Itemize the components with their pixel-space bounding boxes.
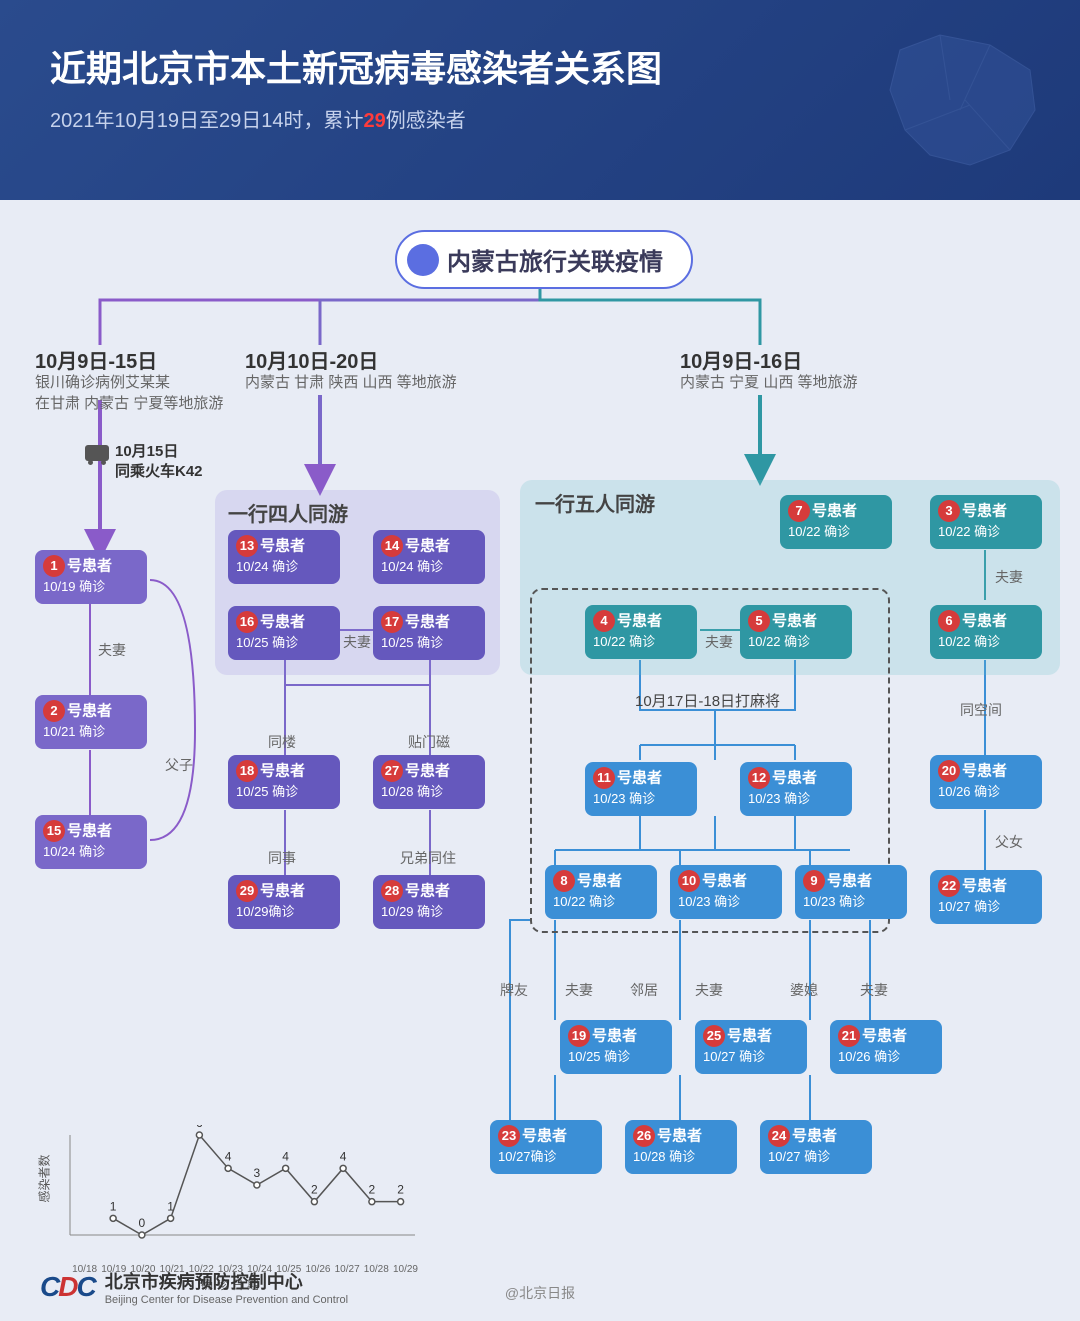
svg-text:6: 6	[196, 1125, 203, 1130]
svg-text:2: 2	[369, 1183, 376, 1197]
svg-text:2: 2	[397, 1183, 404, 1197]
rel-neighbor: 邻居	[630, 980, 658, 1000]
patient-1: 1号患者 10/19 确诊	[35, 550, 147, 604]
patient-6: 6号患者 10/22 确诊	[930, 605, 1042, 659]
rel-couple-10-25: 夫妻	[695, 980, 723, 1000]
patient-4: 4号患者 10/22 确诊	[585, 605, 697, 659]
patient-16: 16号患者 10/25 确诊	[228, 606, 340, 660]
rel-same-building: 同楼	[268, 732, 296, 752]
patient-26: 26号患者 10/28 确诊	[625, 1120, 737, 1174]
mahjong-event: 10月17日-18日打麻将	[635, 690, 780, 711]
rel-couple-9-21: 夫妻	[860, 980, 888, 1000]
beijing-map-icon	[860, 20, 1060, 180]
svg-text:1: 1	[167, 1199, 174, 1213]
train-note: 同乘火车K42	[115, 460, 203, 481]
train-icon	[85, 445, 109, 461]
branch1-sub: 银川确诊病例艾某某 在甘肃 内蒙古 宁夏等地旅游	[35, 372, 223, 414]
chart-ylabel: 感染者数	[36, 1154, 53, 1202]
rel-father-daughter: 父女	[995, 832, 1023, 852]
patient-22: 22号患者 10/27 确诊	[930, 870, 1042, 924]
patient-8: 8号患者 10/22 确诊	[545, 865, 657, 919]
svg-text:4: 4	[282, 1149, 289, 1163]
svg-text:3: 3	[254, 1166, 261, 1180]
rel-door-magnet: 贴门磁	[408, 732, 450, 752]
patient-7: 7号患者 10/22 确诊	[780, 495, 892, 549]
daily-cases-chart: 感染者数 10164342422 10/1810/1910/2010/2110/…	[40, 1125, 420, 1275]
rel-couple-8-19: 夫妻	[565, 980, 593, 1000]
patient-20: 20号患者 10/26 确诊	[930, 755, 1042, 809]
patient-23: 23号患者 10/27确诊	[490, 1120, 602, 1174]
branch3-sub: 内蒙古 宁夏 山西 等地旅游	[680, 372, 858, 393]
patient-9: 9号患者 10/23 确诊	[795, 865, 907, 919]
patient-15: 15号患者 10/24 确诊	[35, 815, 147, 869]
rel-card-friend: 牌友	[500, 980, 528, 1000]
svg-text:4: 4	[340, 1149, 347, 1163]
rel-couple-16-17: 夫妻	[343, 632, 371, 652]
patient-11: 11号患者 10/23 确诊	[585, 762, 697, 816]
watermark: @北京日报	[505, 1283, 575, 1303]
chart-svg: 1 0 1 6 4 3 4 2 4 2 2	[40, 1125, 420, 1255]
footer: CDC 北京市疾病预防控制中心 Beijing Center for Disea…	[40, 1268, 348, 1306]
svg-text:0: 0	[139, 1216, 146, 1230]
origin-cluster: 内蒙古旅行关联疫情	[395, 230, 693, 289]
svg-text:4: 4	[225, 1149, 232, 1163]
svg-text:2: 2	[311, 1183, 318, 1197]
patient-5: 5号患者 10/22 确诊	[740, 605, 852, 659]
patient-24: 24号患者 10/27 确诊	[760, 1120, 872, 1174]
group-four-label: 一行四人同游	[228, 498, 348, 527]
patient-17: 17号患者 10/25 确诊	[373, 606, 485, 660]
patient-25: 25号患者 10/27 确诊	[695, 1020, 807, 1074]
rel-couple-1-2: 夫妻	[98, 640, 126, 660]
org-name-en: Beijing Center for Disease Prevention an…	[105, 1294, 348, 1306]
rel-father-son: 父子	[165, 755, 193, 775]
patient-19: 19号患者 10/25 确诊	[560, 1020, 672, 1074]
patient-13: 13号患者 10/24 确诊	[228, 530, 340, 584]
rel-couple-4-5: 夫妻	[705, 632, 733, 652]
svg-text:1: 1	[110, 1199, 117, 1213]
patient-27: 27号患者 10/28 确诊	[373, 755, 485, 809]
patient-29: 29号患者 10/29确诊	[228, 875, 340, 929]
rel-brothers-live: 兄弟同住	[400, 848, 456, 868]
rel-same-space: 同空间	[960, 700, 1002, 720]
patient-12: 12号患者 10/23 确诊	[740, 762, 852, 816]
patient-10: 10号患者 10/23 确诊	[670, 865, 782, 919]
patient-28: 28号患者 10/29 确诊	[373, 875, 485, 929]
org-name-cn: 北京市疾病预防控制中心	[105, 1268, 348, 1294]
patient-18: 18号患者 10/25 确诊	[228, 755, 340, 809]
branch1-title: 10月9日-15日	[35, 345, 157, 374]
patient-3: 3号患者 10/22 确诊	[930, 495, 1042, 549]
patient-2: 2号患者 10/21 确诊	[35, 695, 147, 749]
branch2-title: 10月10日-20日	[245, 345, 378, 374]
branch3-title: 10月9日-16日	[680, 345, 802, 374]
relationship-diagram: 内蒙古旅行关联疫情 10月9日-15日 银川确诊病例艾某某 在甘肃 内蒙古 宁夏…	[0, 200, 1080, 1321]
patient-21: 21号患者 10/26 确诊	[830, 1020, 942, 1074]
cdc-logo: CDC	[40, 1271, 95, 1303]
branch2-sub: 内蒙古 甘肃 陕西 山西 等地旅游	[245, 372, 457, 393]
header: 近期北京市本土新冠病毒感染者关系图 2021年10月19日至29日14时，累计2…	[0, 0, 1080, 200]
train-date: 10月15日	[115, 440, 178, 461]
rel-mother-in-law: 婆媳	[790, 980, 818, 1000]
rel-colleague: 同事	[268, 848, 296, 868]
rel-couple-3-6: 夫妻	[995, 567, 1023, 587]
virus-icon	[407, 244, 439, 276]
group-five-label: 一行五人同游	[535, 488, 655, 517]
patient-14: 14号患者 10/24 确诊	[373, 530, 485, 584]
